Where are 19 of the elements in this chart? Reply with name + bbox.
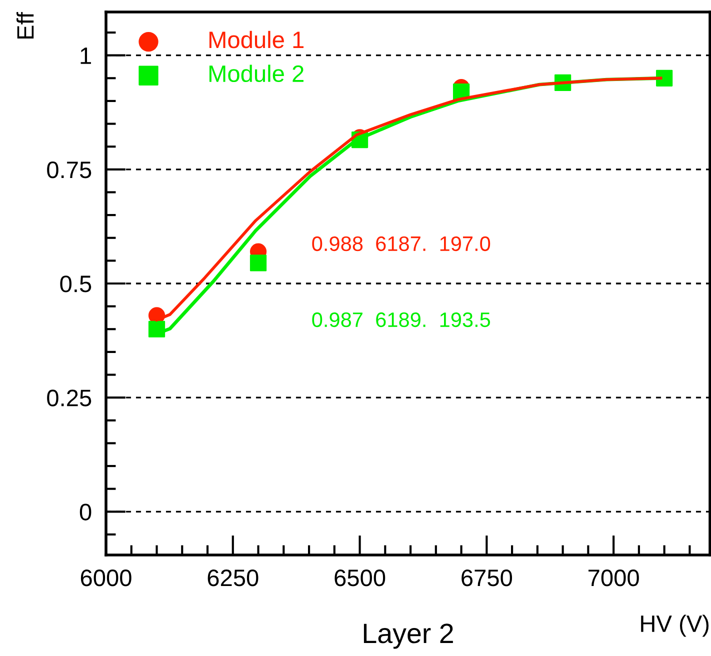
x-tick-label: 6000 [80, 570, 132, 586]
y-tick-label: 0.75 [47, 161, 92, 178]
annotation: 0.988 6187. 197.0 [312, 236, 490, 252]
y-tick-label: 0.5 [60, 276, 92, 292]
legend-label: Module 2 [209, 64, 304, 82]
point [656, 70, 673, 86]
x-tick-label: 6750 [462, 570, 512, 586]
point [250, 254, 267, 272]
y-tick-label: 0 [80, 504, 92, 520]
x-axis-title: HV (V) [641, 614, 709, 637]
annotation: 0.987 6189. 193.5 [312, 312, 490, 328]
y-tick-label: 1 [80, 48, 91, 64]
y-axis-title: Eff [16, 12, 34, 39]
text: Layer 2 [364, 624, 453, 649]
x-tick-label: 6500 [334, 570, 386, 586]
x-tick-label: 7000 [588, 570, 639, 586]
y-tick-label: 0.25 [47, 390, 92, 406]
x-tick-label: 6250 [208, 570, 258, 586]
legend-label: Module 1 [209, 30, 304, 48]
